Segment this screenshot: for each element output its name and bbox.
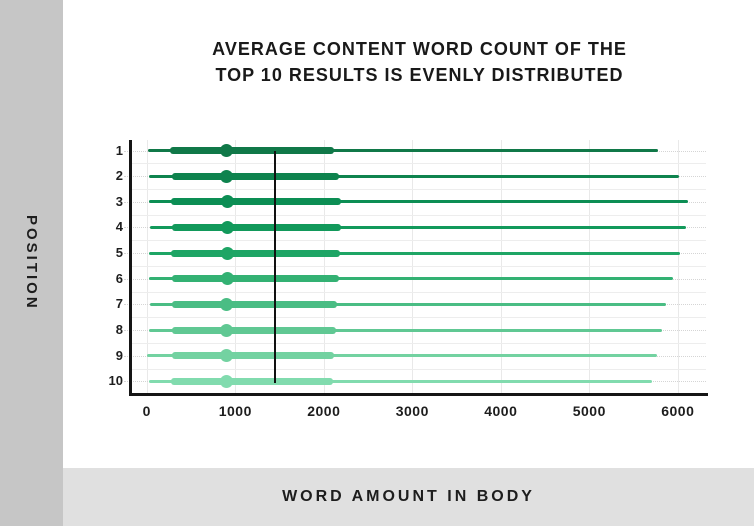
row-median-dot — [219, 349, 233, 363]
y-tick-label: 3 — [115, 193, 123, 209]
row-median-dot — [220, 323, 234, 337]
row-box — [171, 377, 333, 385]
y-tick-label: 8 — [115, 322, 123, 338]
grid-hline — [131, 291, 706, 293]
y-tick-label: 1 — [115, 142, 123, 158]
row-median-dot — [219, 144, 233, 157]
row-box — [171, 352, 335, 360]
row-median-dot — [220, 169, 234, 183]
row-whisker — [149, 379, 653, 383]
x-tick-label: 6000 — [661, 403, 695, 419]
x-axis-line — [129, 393, 708, 396]
y-axis-title: POSITION — [23, 215, 40, 311]
x-axis-title: WORD AMOUNT IN BODY — [282, 488, 535, 505]
y-tick-label: 10 — [108, 373, 123, 389]
y-tick-label: 4 — [115, 219, 123, 235]
left-sidebar: POSITION — [0, 0, 63, 526]
grid-hline — [131, 240, 706, 242]
y-tick-label: 9 — [115, 347, 123, 363]
plot-area: 0 1000 2000 3000 4000 5000 6000 1 2 3 4 5 6 7 8 9 10 — [109, 140, 708, 419]
mean-reference-line — [273, 150, 277, 383]
y-tick-label: 5 — [115, 245, 123, 261]
row-box — [171, 198, 342, 206]
x-tick-label: 5000 — [572, 403, 606, 419]
y-tick-label: 6 — [115, 270, 123, 286]
row-median-dot — [219, 374, 233, 388]
row-box — [172, 300, 338, 308]
chart-title-line2: TOP 10 RESULTS IS EVENLY DISTRIBUTED — [215, 65, 624, 85]
y-axis-line — [129, 140, 132, 396]
row-whisker — [148, 277, 674, 281]
row-box — [171, 249, 341, 257]
chart-title: AVERAGE CONTENT WORD COUNT OF THE TOP 10… — [131, 36, 708, 88]
row-whisker — [148, 174, 679, 178]
x-tick-label: 4000 — [484, 403, 518, 419]
grid-hline — [131, 317, 706, 319]
row-median-dot — [221, 246, 235, 260]
row-whisker — [146, 354, 657, 358]
y-tick-label: 2 — [115, 168, 123, 184]
row-box — [171, 172, 339, 180]
bottom-bar: WORD AMOUNT IN BODY — [63, 468, 754, 526]
x-tick-label: 3000 — [395, 403, 429, 419]
row-box — [171, 326, 337, 334]
row-box — [171, 223, 341, 231]
grid-hline — [131, 188, 706, 190]
y-tick-label: 7 — [115, 296, 123, 312]
row-whisker — [149, 302, 667, 306]
row-whisker — [147, 149, 659, 152]
row-median-dot — [220, 220, 234, 234]
grid-hline — [131, 265, 706, 267]
row-whisker — [149, 225, 686, 229]
chart-title-line1: AVERAGE CONTENT WORD COUNT OF THE — [212, 39, 627, 59]
grid-hline — [131, 342, 706, 344]
x-tick-label: 0 — [142, 403, 151, 419]
row-whisker — [149, 200, 689, 204]
grid-hline — [131, 214, 706, 216]
x-tick-label: 2000 — [307, 403, 341, 419]
row-whisker — [149, 251, 680, 255]
row-median-dot — [220, 297, 234, 311]
row-median-dot — [220, 272, 234, 286]
row-box — [172, 275, 339, 283]
x-tick-label: 1000 — [218, 403, 252, 419]
row-whisker — [148, 328, 662, 332]
grid-hline — [131, 368, 706, 370]
grid-hline — [131, 163, 706, 165]
row-box — [169, 147, 335, 154]
row-median-dot — [220, 195, 234, 209]
